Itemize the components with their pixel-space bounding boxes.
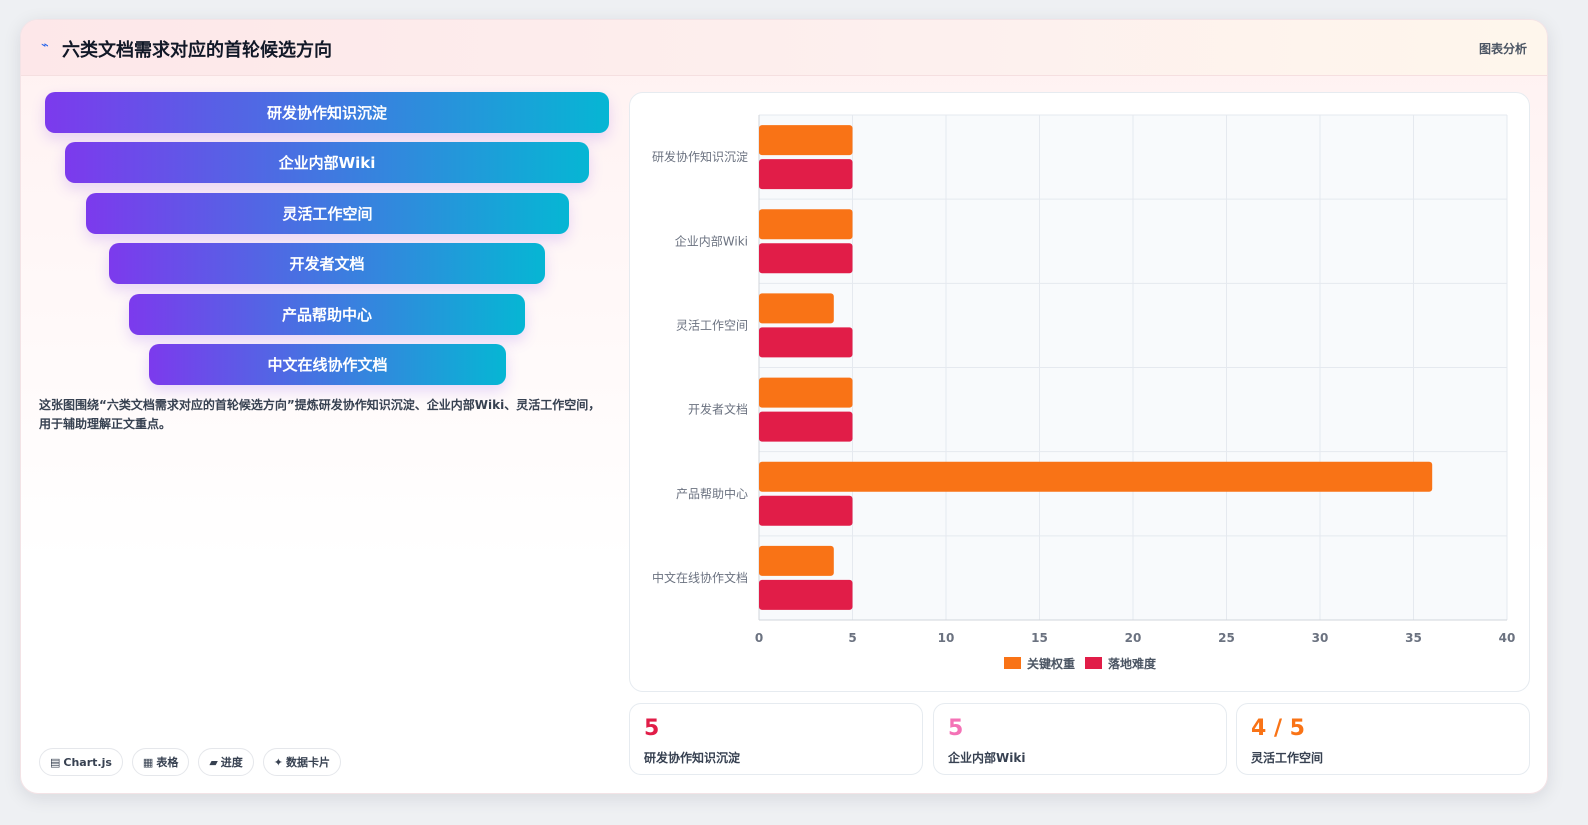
- bar-difficulty: [759, 243, 853, 274]
- y-tick-label: 研发协作知识沉淀: [652, 149, 748, 164]
- legend-label: 关键权重: [1027, 656, 1075, 671]
- bar-key-weight: [759, 461, 1433, 492]
- bar-chart-panel: 0 5 10 15 20 25 30 35 40 研发协作知识沉淀企业内部Wiki 灵活工作空间开发…: [629, 92, 1530, 692]
- grid-icon: ▦: [142, 755, 154, 769]
- card-header: ⌁ 六类文档需求对应的首轮候选方向 图表分析: [21, 20, 1547, 76]
- stat-value: 4 / 5: [1251, 716, 1305, 741]
- bar-key-weight: [759, 545, 834, 576]
- funnel-stage-2: 企业内部Wiki: [65, 142, 589, 183]
- bar-difficulty: [759, 579, 853, 610]
- y-tick-label: 开发者文档: [688, 402, 748, 417]
- x-tick-label: 35: [1405, 631, 1422, 645]
- sparkle-icon: ✦: [273, 755, 284, 769]
- stat-value: 5: [644, 716, 660, 741]
- pulse-icon: ⌁: [41, 38, 49, 53]
- bar-difficulty: [759, 495, 853, 526]
- tag-label: 数据卡片: [286, 756, 331, 769]
- stat-label: 研发协作知识沉淀: [644, 751, 741, 765]
- bar-difficulty: [759, 159, 853, 190]
- legend-swatch: [1085, 657, 1102, 669]
- progress-icon: ▰: [209, 755, 218, 769]
- stat-value: 5: [948, 716, 964, 741]
- tag-chartjs[interactable]: ▤ Chart.js: [39, 748, 123, 776]
- stat-label: 企业内部Wiki: [948, 751, 1026, 765]
- y-tick-label: 企业内部Wiki: [675, 233, 748, 248]
- funnel-stage-3: 灵活工作空间: [86, 193, 569, 234]
- funnel-stage-1: 研发协作知识沉淀: [45, 92, 609, 133]
- tag-progress[interactable]: ▰ 进度: [198, 748, 254, 776]
- y-tick-label: 灵活工作空间: [676, 318, 748, 332]
- bar-key-weight: [759, 209, 853, 240]
- bar-difficulty: [759, 411, 853, 442]
- tag-data-card[interactable]: ✦ 数据卡片: [262, 748, 342, 776]
- stat-label: 灵活工作空间: [1251, 751, 1324, 765]
- tag-table[interactable]: ▦ 表格: [131, 748, 190, 776]
- stat-card-3: 4 / 5 灵活工作空间: [1236, 703, 1530, 775]
- tag-label: Chart.js: [63, 755, 112, 769]
- page-title: 六类文档需求对应的首轮候选方向: [62, 40, 332, 61]
- bar-key-weight: [759, 293, 834, 324]
- funnel-stage-6: 中文在线协作文档: [149, 344, 506, 385]
- x-tick-label: 10: [938, 631, 955, 645]
- table-icon: ▤: [50, 755, 61, 769]
- x-tick-label: 25: [1218, 631, 1235, 645]
- tag-label: 进度: [220, 756, 243, 769]
- analysis-card: ⌁ 六类文档需求对应的首轮候选方向 图表分析 研发协作知识沉淀 企业内部Wiki…: [20, 19, 1548, 794]
- x-tick-label: 5: [848, 631, 856, 645]
- tag-list: ▤ Chart.js ▦ 表格 ▰ 进度 ✦ 数据卡片: [39, 748, 342, 776]
- stat-card-1: 5 研发协作知识沉淀: [629, 703, 923, 775]
- funnel-stage-5: 产品帮助中心: [129, 294, 525, 335]
- y-tick-label: 产品帮助中心: [676, 486, 748, 501]
- tag-label: 表格: [156, 756, 179, 769]
- x-tick-label: 20: [1125, 631, 1142, 645]
- stat-card-2: 5 企业内部Wiki: [933, 703, 1227, 775]
- chart-analysis-label: 图表分析: [1478, 42, 1527, 56]
- x-tick-label: 40: [1499, 631, 1516, 645]
- funnel-stage-4: 开发者文档: [109, 243, 545, 284]
- x-tick-label: 15: [1031, 631, 1048, 645]
- chart-description: 这张图围绕“六类文档需求对应的首轮候选方向”提炼研发协作知识沉淀、企业内部Wik…: [39, 398, 601, 431]
- x-tick-label: 0: [755, 631, 763, 645]
- bar-key-weight: [759, 125, 853, 156]
- legend-swatch: [1004, 657, 1021, 669]
- bar-key-weight: [759, 377, 853, 408]
- legend-label: 落地难度: [1108, 656, 1157, 671]
- x-tick-label: 30: [1312, 631, 1329, 645]
- bar-difficulty: [759, 327, 853, 358]
- y-tick-label: 中文在线协作文档: [652, 570, 748, 585]
